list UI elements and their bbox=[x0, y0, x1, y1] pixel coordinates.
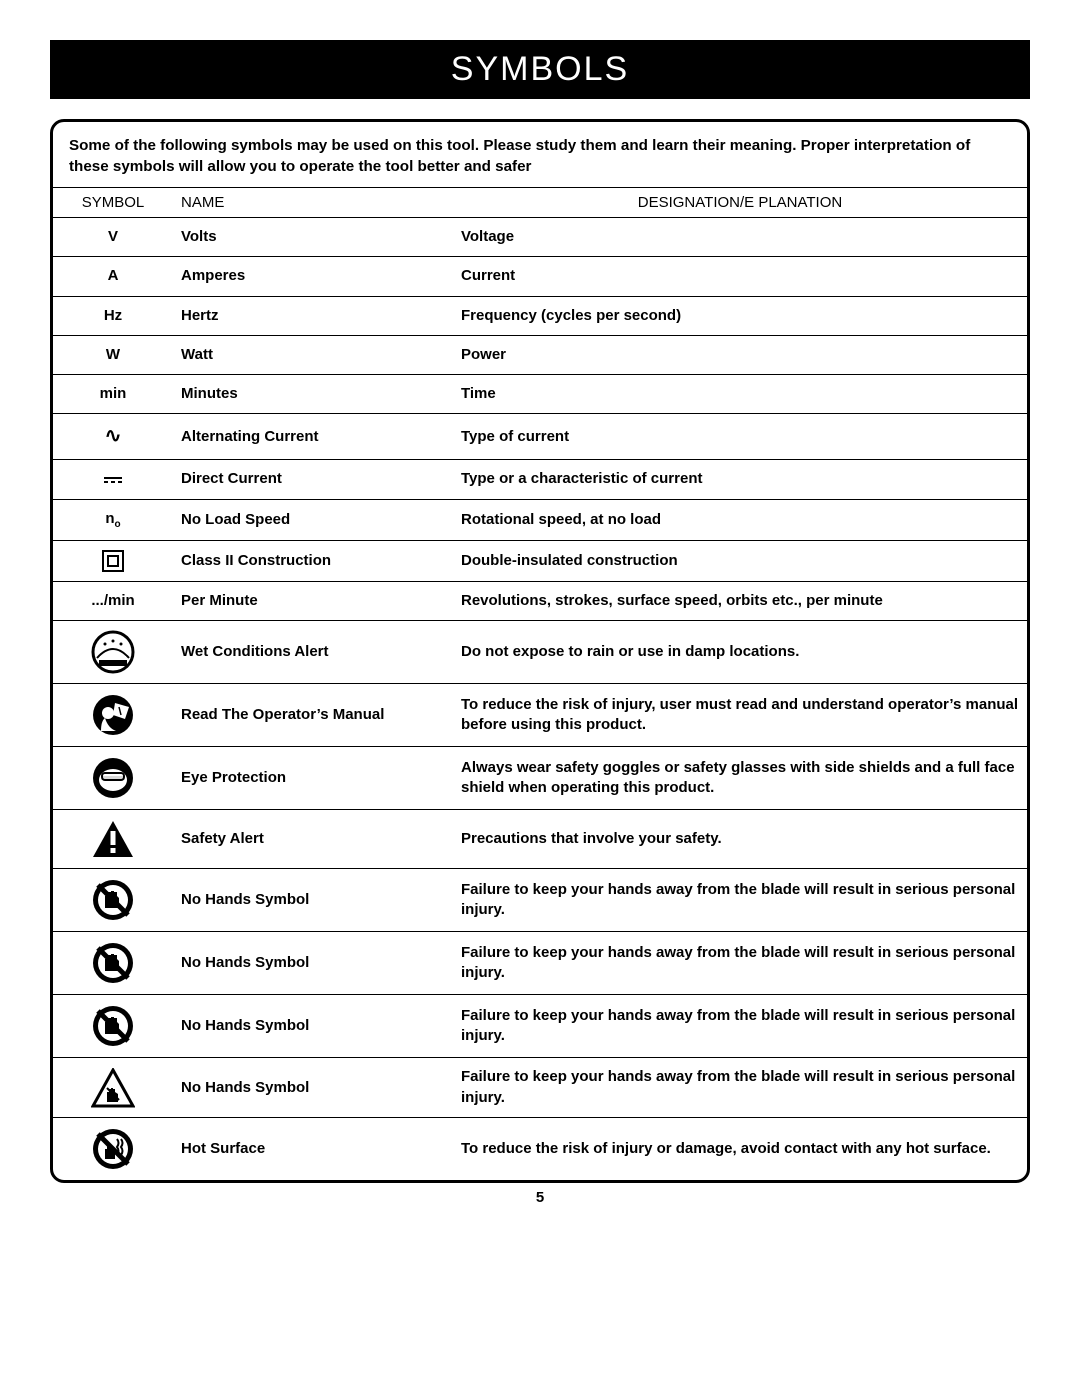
designation-cell: Failure to keep your hands away from the… bbox=[453, 932, 1027, 995]
table-row: Wet Conditions AlertDo not expose to rai… bbox=[53, 621, 1027, 684]
page-title: SYMBOLS bbox=[50, 40, 1030, 99]
ac-icon: ∿ bbox=[105, 425, 122, 447]
table-row: No Hands SymbolFailure to keep your hand… bbox=[53, 1058, 1027, 1118]
name-cell: Amperes bbox=[173, 257, 453, 296]
designation-cell: Failure to keep your hands away from the… bbox=[453, 869, 1027, 932]
name-cell: Direct Current bbox=[173, 460, 453, 499]
symbol-cell bbox=[53, 541, 173, 582]
symbol-cell: Hz bbox=[53, 296, 173, 335]
symbol-cell bbox=[53, 684, 173, 747]
name-cell: No Hands Symbol bbox=[173, 869, 453, 932]
designation-cell: Failure to keep your hands away from the… bbox=[453, 995, 1027, 1058]
table-row: WWattPower bbox=[53, 335, 1027, 374]
designation-cell: Type or a characteristic of current bbox=[453, 460, 1027, 499]
symbol-cell: A bbox=[53, 257, 173, 296]
table-row: .../minPer MinuteRevolutions, strokes, s… bbox=[53, 582, 1027, 621]
symbol-cell bbox=[53, 995, 173, 1058]
designation-cell: Rotational speed, at no load bbox=[453, 499, 1027, 541]
designation-cell: Always wear safety goggles or safety gla… bbox=[453, 747, 1027, 810]
table-row: no No Load SpeedRotational speed, at no l… bbox=[53, 499, 1027, 541]
symbol-cell bbox=[53, 1058, 173, 1118]
designation-cell: Double-insulated construction bbox=[453, 541, 1027, 582]
table-row: No Hands SymbolFailure to keep your hand… bbox=[53, 995, 1027, 1058]
name-cell: No Hands Symbol bbox=[173, 995, 453, 1058]
name-cell: No Load Speed bbox=[173, 499, 453, 541]
name-cell: Class II Construction bbox=[173, 541, 453, 582]
header-name: NAME bbox=[173, 188, 453, 218]
no-load-speed-icon: no bbox=[105, 510, 120, 527]
name-cell: Hot Surface bbox=[173, 1117, 453, 1180]
designation-cell: Failure to keep your hands away from the… bbox=[453, 1058, 1027, 1118]
table-row: No Hands SymbolFailure to keep your hand… bbox=[53, 932, 1027, 995]
table-row: Class II ConstructionDouble-insulated co… bbox=[53, 541, 1027, 582]
table-row: minMinutesTime bbox=[53, 375, 1027, 414]
designation-cell: Current bbox=[453, 257, 1027, 296]
table-row: Hot SurfaceTo reduce the risk of injury … bbox=[53, 1117, 1027, 1180]
name-cell: Wet Conditions Alert bbox=[173, 621, 453, 684]
table-row: ∿ Alternating CurrentType of current bbox=[53, 414, 1027, 460]
table-row: AAmperesCurrent bbox=[53, 257, 1027, 296]
no-hands-icon bbox=[91, 941, 135, 985]
wet-conditions-icon bbox=[91, 630, 135, 674]
designation-cell: To reduce the risk of injury or damage, … bbox=[453, 1117, 1027, 1180]
read-manual-icon bbox=[91, 693, 135, 737]
designation-cell: Frequency (cycles per second) bbox=[453, 296, 1027, 335]
header-designation: DESIGNATION/E PLANATION bbox=[453, 188, 1027, 218]
symbol-cell: ∿ bbox=[53, 414, 173, 460]
designation-cell: Power bbox=[453, 335, 1027, 374]
name-cell: Safety Alert bbox=[173, 810, 453, 869]
designation-cell: Voltage bbox=[453, 218, 1027, 257]
dc-icon bbox=[104, 477, 122, 483]
no-hands-icon bbox=[91, 878, 135, 922]
symbol-cell: .../min bbox=[53, 582, 173, 621]
table-row: Direct CurrentType or a characteristic o… bbox=[53, 460, 1027, 499]
table-row: VVoltsVoltage bbox=[53, 218, 1027, 257]
symbols-frame: Some of the following symbols may be use… bbox=[50, 119, 1030, 1183]
no-hands-icon bbox=[91, 1004, 135, 1048]
table-row: No Hands SymbolFailure to keep your hand… bbox=[53, 869, 1027, 932]
symbol-cell: min bbox=[53, 375, 173, 414]
no-hands-triangle-icon bbox=[91, 1068, 135, 1108]
symbol-cell bbox=[53, 460, 173, 499]
hot-surface-icon bbox=[91, 1127, 135, 1171]
symbol-cell bbox=[53, 932, 173, 995]
table-row: Eye ProtectionAlways wear safety goggles… bbox=[53, 747, 1027, 810]
symbol-cell: W bbox=[53, 335, 173, 374]
designation-cell: Revolutions, strokes, surface speed, orb… bbox=[453, 582, 1027, 621]
safety-alert-icon bbox=[91, 819, 135, 859]
name-cell: Minutes bbox=[173, 375, 453, 414]
table-row: Safety AlertPrecautions that involve you… bbox=[53, 810, 1027, 869]
table-row: HzHertzFrequency (cycles per second) bbox=[53, 296, 1027, 335]
name-cell: Per Minute bbox=[173, 582, 453, 621]
symbol-cell: V bbox=[53, 218, 173, 257]
name-cell: Volts bbox=[173, 218, 453, 257]
symbol-cell bbox=[53, 869, 173, 932]
name-cell: Alternating Current bbox=[173, 414, 453, 460]
symbol-cell bbox=[53, 747, 173, 810]
header-symbol: SYMBOL bbox=[53, 188, 173, 218]
symbols-table: SYMBOL NAME DESIGNATION/E PLANATION VVol… bbox=[53, 187, 1027, 1180]
designation-cell: Type of current bbox=[453, 414, 1027, 460]
name-cell: Eye Protection bbox=[173, 747, 453, 810]
name-cell: Watt bbox=[173, 335, 453, 374]
designation-cell: To reduce the risk of injury, user must … bbox=[453, 684, 1027, 747]
intro-text: Some of the following symbols may be use… bbox=[53, 122, 1027, 187]
designation-cell: Time bbox=[453, 375, 1027, 414]
class2-icon bbox=[102, 550, 124, 572]
name-cell: No Hands Symbol bbox=[173, 1058, 453, 1118]
eye-protection-icon bbox=[91, 756, 135, 800]
name-cell: No Hands Symbol bbox=[173, 932, 453, 995]
name-cell: Hertz bbox=[173, 296, 453, 335]
symbol-cell: no bbox=[53, 499, 173, 541]
table-header-row: SYMBOL NAME DESIGNATION/E PLANATION bbox=[53, 188, 1027, 218]
symbol-cell bbox=[53, 810, 173, 869]
symbol-cell bbox=[53, 1117, 173, 1180]
table-row: Read The Operator’s ManualTo reduce the … bbox=[53, 684, 1027, 747]
designation-cell: Precautions that involve your safety. bbox=[453, 810, 1027, 869]
name-cell: Read The Operator’s Manual bbox=[173, 684, 453, 747]
page-number: 5 bbox=[50, 1189, 1030, 1206]
designation-cell: Do not expose to rain or use in damp loc… bbox=[453, 621, 1027, 684]
symbol-cell bbox=[53, 621, 173, 684]
